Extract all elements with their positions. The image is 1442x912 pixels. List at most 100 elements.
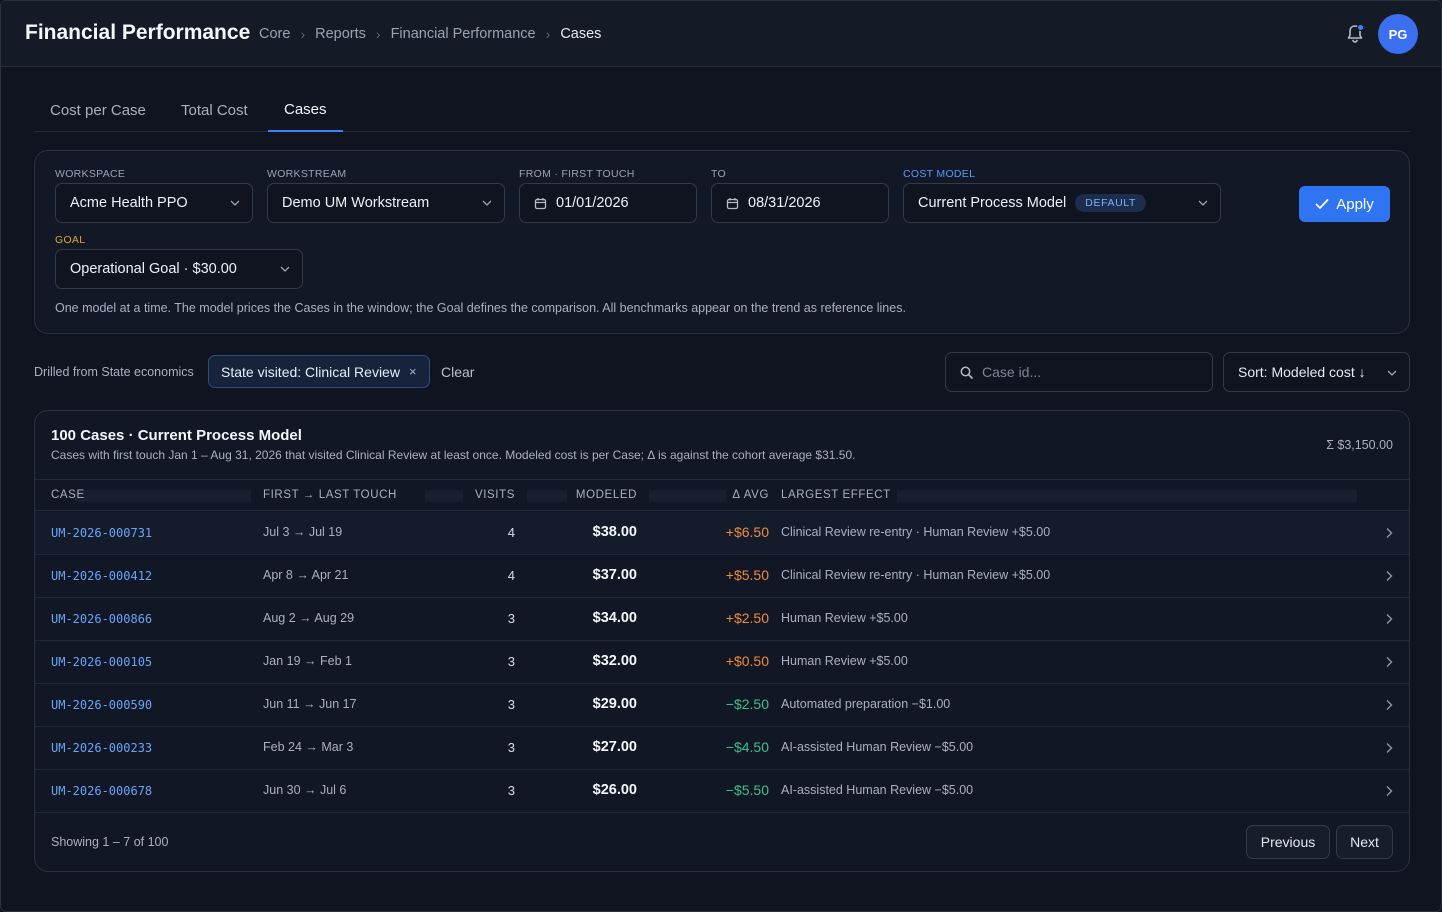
workstream-select[interactable]: Demo UM Workstream [267, 183, 505, 223]
avatar[interactable]: PG [1378, 14, 1418, 54]
touch-range: Jun 11 → Jun 17 [263, 697, 357, 711]
state-filter-chip[interactable]: State visited: Clinical Review × [208, 355, 430, 388]
chevron-right-icon[interactable] [1385, 527, 1393, 539]
chevron-right-icon: › [545, 26, 551, 42]
case-search-input[interactable] [982, 364, 1182, 380]
chevron-right-icon[interactable] [1385, 785, 1393, 797]
delta-avg: +$2.50 [725, 610, 769, 626]
state-filter-chip-label: State visited: Clinical Review [221, 363, 400, 380]
delta-avg: −$5.50 [725, 782, 769, 798]
case-id-link[interactable]: UM-2026-000678 [51, 784, 153, 798]
column-header-case[interactable]: CASE [51, 489, 85, 501]
delta-avg: −$2.50 [725, 696, 769, 712]
visits-count: 3 [507, 611, 515, 626]
goal-value: Operational Goal · $30.00 [70, 261, 237, 277]
table-row[interactable]: UM-2026-000590 Jun 11 → Jun 17 3 $29.00 −$2.… [35, 684, 1409, 727]
apply-button[interactable]: Apply [1299, 186, 1390, 222]
tab-cost-per-case[interactable]: Cost per Case [50, 102, 146, 119]
table-sum: Σ $3,150.00 [1326, 438, 1393, 452]
modeled-cost: $32.00 [592, 653, 637, 669]
table-header: CASE FIRST → LAST TOUCH VISITS MODELED Δ… [35, 479, 1409, 511]
column-header-visits[interactable]: VISITS [468, 489, 515, 501]
case-id-link[interactable]: UM-2026-000590 [51, 698, 153, 712]
breadcrumb-core[interactable]: Core [259, 26, 291, 42]
next-button[interactable]: Next [1336, 825, 1393, 859]
search-icon [960, 366, 973, 379]
table-row[interactable]: UM-2026-000412 Apr 8 → Apr 21 4 $37.00 +$5.5… [35, 555, 1409, 598]
visits-count: 3 [507, 697, 515, 712]
largest-effect: AI-assisted Human Review −$5.00 [781, 783, 974, 797]
largest-effect: Clinical Review re-entry · Human Review … [781, 568, 1051, 582]
header-divider [649, 490, 729, 502]
header-divider [75, 490, 251, 502]
chevron-right-icon[interactable] [1385, 699, 1393, 711]
close-icon[interactable]: × [408, 364, 417, 379]
drill-source-label: Drilled from State economics [34, 365, 194, 379]
case-id-link[interactable]: UM-2026-000233 [51, 741, 153, 755]
table-row[interactable]: UM-2026-000866 Aug 2 → Aug 29 3 $34.00 +$2.5… [35, 598, 1409, 641]
filter-panel: WORKSPACE Acme Health PPO WORKSTREAM Dem… [34, 150, 1410, 334]
header-divider [895, 490, 1357, 502]
visits-count: 4 [507, 568, 515, 583]
modeled-cost: $29.00 [592, 696, 637, 712]
case-id-link[interactable]: UM-2026-000731 [51, 526, 153, 540]
cost-model-select[interactable]: Current Process Model DEFAULT [903, 183, 1221, 223]
workstream-value: Demo UM Workstream [282, 195, 430, 211]
from-date-field[interactable]: 01/01/2026 [519, 183, 697, 223]
largest-effect: Clinical Review re-entry · Human Review … [781, 525, 1051, 539]
touch-range: Apr 8 → Apr 21 [263, 568, 349, 582]
table-row[interactable]: UM-2026-000731 Jul 3 → Jul 19 4 $38.00 +$6.5… [35, 512, 1409, 555]
apply-label: Apply [1336, 195, 1374, 213]
page-title: Financial Performance [25, 21, 251, 44]
sort-label: Sort: Modeled cost ↓ [1238, 364, 1366, 380]
header-divider [425, 490, 463, 502]
clear-button[interactable]: Clear [441, 364, 475, 380]
from-date-label: FROM · FIRST TOUCH [519, 168, 635, 180]
sort-select[interactable]: Sort: Modeled cost ↓ [1223, 352, 1410, 392]
column-header-touch[interactable]: FIRST → LAST TOUCH [263, 489, 403, 501]
delta-avg: −$4.50 [725, 739, 769, 755]
column-header-delta[interactable]: Δ AVG [726, 489, 769, 501]
case-id-link[interactable]: UM-2026-000412 [51, 569, 153, 583]
chevron-right-icon: › [300, 26, 306, 42]
breadcrumb-reports[interactable]: Reports [315, 26, 366, 42]
chevron-right-icon[interactable] [1385, 656, 1393, 668]
largest-effect: Automated preparation −$1.00 [781, 697, 951, 711]
breadcrumb: Core › Reports › Financial Performance ›… [259, 26, 601, 42]
delta-avg: +$0.50 [725, 653, 769, 669]
table-title: 100 Cases · Current Process Model [51, 427, 302, 444]
chevron-down-icon [1198, 200, 1208, 206]
calendar-icon [726, 197, 739, 209]
chevron-right-icon[interactable] [1385, 742, 1393, 754]
table-row[interactable]: UM-2026-000105 Jan 19 → Feb 1 3 $32.00 +$0.5… [35, 641, 1409, 684]
breadcrumb-financial-performance[interactable]: Financial Performance [390, 26, 536, 42]
tab-cases[interactable]: Cases [268, 89, 343, 132]
case-id-link[interactable]: UM-2026-000866 [51, 612, 153, 626]
chevron-down-icon [482, 200, 492, 206]
largest-effect: Human Review +$5.00 [781, 611, 908, 625]
visits-count: 3 [507, 783, 515, 798]
modeled-cost: $26.00 [592, 782, 637, 798]
delta-avg: +$6.50 [725, 524, 769, 540]
chevron-right-icon[interactable] [1385, 613, 1393, 625]
previous-button[interactable]: Previous [1246, 825, 1330, 859]
calendar-icon [534, 197, 547, 209]
workspace-select[interactable]: Acme Health PPO [55, 183, 253, 223]
delta-avg: +$5.50 [725, 567, 769, 583]
column-header-modeled[interactable]: MODELED [569, 489, 637, 501]
goal-select[interactable]: Operational Goal · $30.00 [55, 249, 303, 289]
chevron-right-icon[interactable] [1385, 570, 1393, 582]
to-date-value: 08/31/2026 [748, 195, 821, 211]
touch-range: Feb 24 → Mar 3 [263, 740, 354, 754]
table-row[interactable]: UM-2026-000233 Feb 24 → Mar 3 3 $27.00 −$4.5… [35, 727, 1409, 770]
column-header-effect[interactable]: LARGEST EFFECT [781, 489, 897, 501]
largest-effect: AI-assisted Human Review −$5.00 [781, 740, 974, 754]
tab-total-cost[interactable]: Total Cost [181, 102, 248, 119]
tab-bar: Cost per Case Total Cost Cases [34, 89, 1410, 132]
case-id-link[interactable]: UM-2026-000105 [51, 655, 153, 669]
visits-count: 3 [507, 654, 515, 669]
modeled-cost: $37.00 [592, 567, 637, 583]
to-date-field[interactable]: 08/31/2026 [711, 183, 889, 223]
table-row[interactable]: UM-2026-000678 Jun 30 → Jul 6 3 $26.00 −$5.5… [35, 770, 1409, 813]
